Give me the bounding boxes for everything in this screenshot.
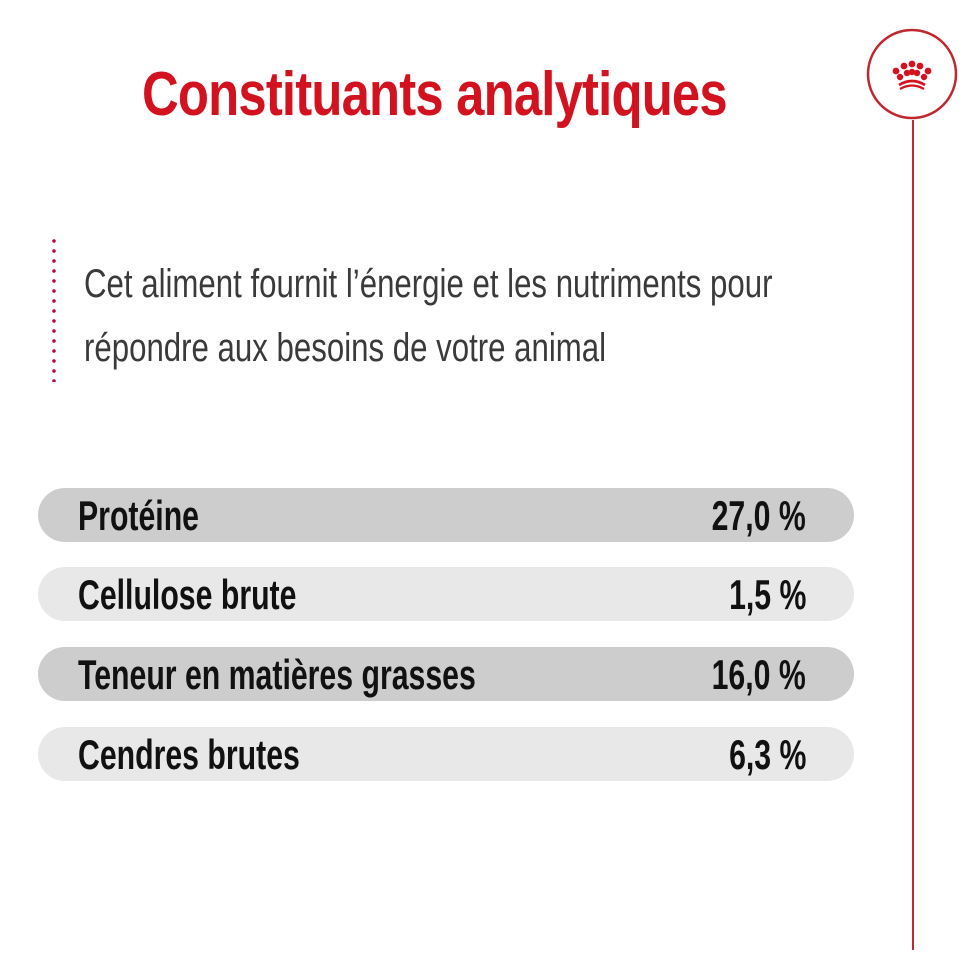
- nutrient-row-protein: Protéine 27,0 %: [38, 488, 854, 542]
- nutrient-row-fat: Teneur en matières grasses 16,0 %: [38, 647, 854, 701]
- crown-icon: [866, 28, 958, 120]
- intro-text: Cet aliment fournit l’énergie et les nut…: [84, 252, 772, 380]
- nutrient-value: 1,5 %: [728, 571, 806, 618]
- page-title: Constituants analytiques: [142, 60, 728, 129]
- nutrient-value: 16,0 %: [711, 651, 806, 698]
- decorative-vertical-line: [912, 120, 914, 950]
- nutrient-value: 6,3 %: [728, 731, 806, 778]
- nutrient-label: Protéine: [78, 492, 199, 539]
- nutrient-value: 27,0 %: [711, 492, 806, 539]
- nutrient-label: Cellulose brute: [78, 571, 297, 618]
- brand-logo: [866, 28, 958, 120]
- nutrient-row-ash: Cendres brutes 6,3 %: [38, 727, 854, 781]
- nutrient-row-fiber: Cellulose brute 1,5 %: [38, 567, 854, 621]
- intro-line-2: répondre aux besoins de votre animal: [84, 326, 607, 370]
- intro-line-1: Cet aliment fournit l’énergie et les nut…: [84, 262, 773, 306]
- nutrient-label: Teneur en matières grasses: [78, 651, 476, 698]
- nutrient-label: Cendres brutes: [78, 731, 300, 778]
- dotted-divider: [52, 236, 56, 382]
